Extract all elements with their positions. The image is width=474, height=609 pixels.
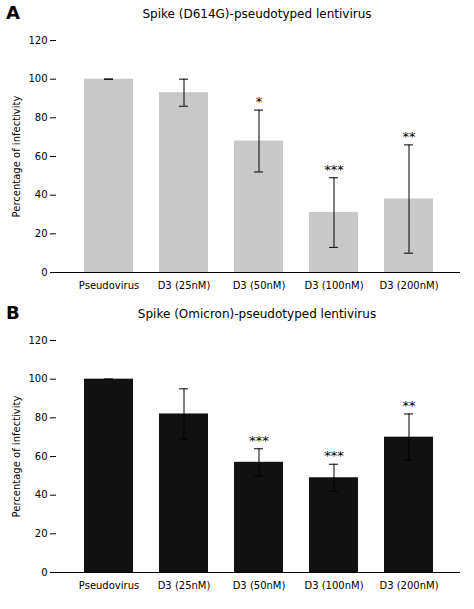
svg-text:40: 40 <box>35 189 48 200</box>
svg-text:***: *** <box>324 448 344 463</box>
svg-text:D3 (50nM): D3 (50nM) <box>233 280 286 291</box>
svg-text:Percentage of infectivity: Percentage of infectivity <box>11 96 22 218</box>
svg-text:D3 (100nM): D3 (100nM) <box>304 580 363 591</box>
svg-text:0: 0 <box>41 267 47 278</box>
svg-text:80: 80 <box>35 112 48 123</box>
svg-text:40: 40 <box>35 489 48 500</box>
svg-text:20: 20 <box>35 228 48 239</box>
svg-text:Pseudovirus: Pseudovirus <box>79 580 139 591</box>
svg-text:Percentage of infectivity: Percentage of infectivity <box>11 396 22 518</box>
svg-text:***: *** <box>324 162 344 177</box>
svg-text:D3 (100nM): D3 (100nM) <box>304 280 363 291</box>
svg-text:*: * <box>256 94 263 109</box>
svg-text:60: 60 <box>35 451 48 462</box>
svg-text:**: ** <box>403 129 417 144</box>
svg-text:Pseudovirus: Pseudovirus <box>79 280 139 291</box>
html-text:Spike (D614G)-pseudotyped lent: Spike (D614G)-pseudotyped lentivirus <box>142 7 372 21</box>
svg-text:60: 60 <box>35 151 48 162</box>
svg-text:D3 (25nM): D3 (25nM) <box>158 280 211 291</box>
svg-text:100: 100 <box>28 373 47 384</box>
html-text:Spike (Omicron)-pseudotyped le: Spike (Omicron)-pseudotyped lentivirus <box>137 307 377 321</box>
svg-text:100: 100 <box>28 73 47 84</box>
svg-text:D3 (25nM): D3 (25nM) <box>158 580 211 591</box>
html-text:B: B <box>6 302 20 323</box>
svg-text:120: 120 <box>28 35 47 46</box>
html-text:A: A <box>6 2 20 23</box>
svg-text:120: 120 <box>28 335 47 346</box>
svg-text:D3 (200nM): D3 (200nM) <box>379 580 438 591</box>
svg-text:0: 0 <box>41 567 47 578</box>
svg-text:80: 80 <box>35 412 48 423</box>
svg-text:D3 (200nM): D3 (200nM) <box>379 280 438 291</box>
svg-text:**: ** <box>403 398 417 413</box>
svg-text:20: 20 <box>35 528 48 539</box>
svg-text:D3 (50nM): D3 (50nM) <box>233 580 286 591</box>
svg-text:***: *** <box>249 433 269 448</box>
